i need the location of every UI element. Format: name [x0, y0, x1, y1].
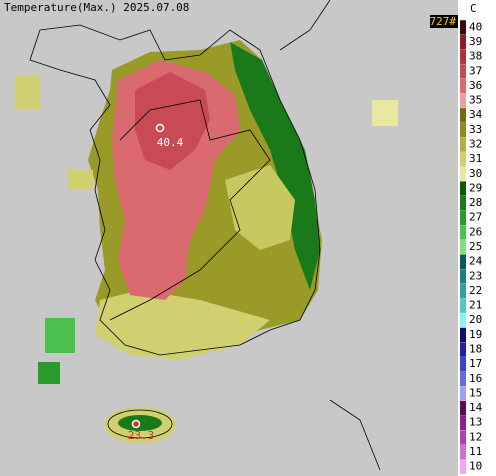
colorbar-swatch	[460, 34, 466, 50]
temperature-field	[15, 40, 398, 443]
colorbar-label: 32	[469, 137, 482, 150]
field-patch	[45, 318, 75, 353]
colorbar-label: 20	[469, 313, 482, 326]
colorbar-swatch	[460, 327, 466, 343]
colorbar-swatch	[460, 225, 466, 240]
colorbar-swatch	[460, 400, 466, 416]
colorbar-unit: C	[470, 2, 477, 15]
colorbar-swatch	[460, 151, 466, 167]
colorbar-label: 25	[469, 240, 482, 253]
colorbar-swatch	[460, 93, 466, 108]
colorbar-swatch	[460, 444, 466, 460]
colorbar-swatch	[460, 254, 466, 269]
colorbar-label: 31	[469, 152, 482, 165]
colorbar-swatch	[460, 181, 466, 196]
colorbar-swatch	[460, 78, 466, 94]
colorbar-swatch	[460, 122, 466, 138]
colorbar-label: 13	[469, 416, 482, 429]
colorbar-swatch	[460, 283, 466, 299]
field-patch	[68, 170, 93, 190]
colorbar-swatch	[460, 459, 466, 474]
colorbar-swatch	[460, 342, 466, 357]
colorbar-label: 39	[469, 35, 482, 48]
colorbar-label: 16	[469, 372, 482, 385]
colorbar-swatch	[460, 371, 466, 387]
field-hot	[135, 72, 210, 170]
colorbar-label: 17	[469, 357, 482, 370]
colorbar-swatch	[460, 107, 466, 123]
colorbar-swatch	[460, 415, 466, 431]
colorbar-label: 30	[469, 167, 482, 180]
colorbar-label: 27	[469, 211, 482, 224]
colorbar-label: 33	[469, 123, 482, 136]
station-count-box	[430, 15, 458, 28]
field-yellow	[225, 165, 295, 250]
colorbar-label: 10	[469, 460, 482, 473]
colorbar-label: 22	[469, 284, 482, 297]
colorbar-swatch	[460, 356, 466, 372]
min-label: 23.3	[128, 429, 155, 442]
colorbar-swatch	[460, 268, 466, 284]
field-yellow-south	[95, 290, 270, 360]
colorbar-label: 19	[469, 328, 482, 341]
map-title: Temperature(Max.) 2025.07.08	[4, 1, 189, 14]
colorbar-swatch	[460, 239, 466, 255]
colorbar-label: 12	[469, 430, 482, 443]
colorbar-swatch	[460, 49, 466, 64]
coastlines	[29, 0, 381, 471]
colorbar-swatch	[460, 430, 466, 445]
max-label: 40.4	[157, 136, 184, 149]
colorbar-swatch	[460, 20, 466, 35]
colorbar-swatch	[460, 195, 466, 211]
colorbar-swatch	[460, 166, 466, 182]
colorbar-label: 14	[469, 401, 483, 414]
field-green	[230, 42, 320, 290]
colorbar-swatch	[460, 137, 466, 152]
field-patch	[38, 362, 60, 384]
station-count: 727#	[430, 15, 457, 28]
colorbar-label: 15	[469, 386, 482, 399]
colorbar-label: 29	[469, 181, 482, 194]
colorbar-label: 35	[469, 94, 482, 107]
colorbar-label: 21	[469, 299, 482, 312]
colorbar-label: 36	[469, 79, 482, 92]
max-point	[155, 123, 165, 133]
colorbar-swatch	[460, 63, 466, 79]
min-point	[131, 419, 141, 429]
colorbar-label: 18	[469, 343, 482, 356]
colorbar-label: 24	[469, 255, 483, 268]
colorbar-label: 34	[469, 108, 483, 121]
colorbar-label: 11	[469, 445, 482, 458]
max-marker: 40.4	[155, 123, 184, 149]
colorbar-label: 23	[469, 269, 482, 282]
colorbar-label: 40	[469, 20, 482, 33]
colorbar-label: 26	[469, 225, 482, 238]
colorbar-label: 37	[469, 64, 482, 77]
colorbar-swatch	[460, 210, 466, 226]
colorbar-label: 28	[469, 196, 482, 209]
colorbar-swatch	[460, 386, 466, 401]
colorbar-swatch	[460, 312, 466, 328]
colorbar-swatch	[460, 298, 466, 313]
colorbar-label: 38	[469, 50, 482, 63]
min-marker: 23.3	[128, 419, 155, 442]
field-patch	[15, 75, 40, 110]
field-patch	[372, 100, 398, 126]
